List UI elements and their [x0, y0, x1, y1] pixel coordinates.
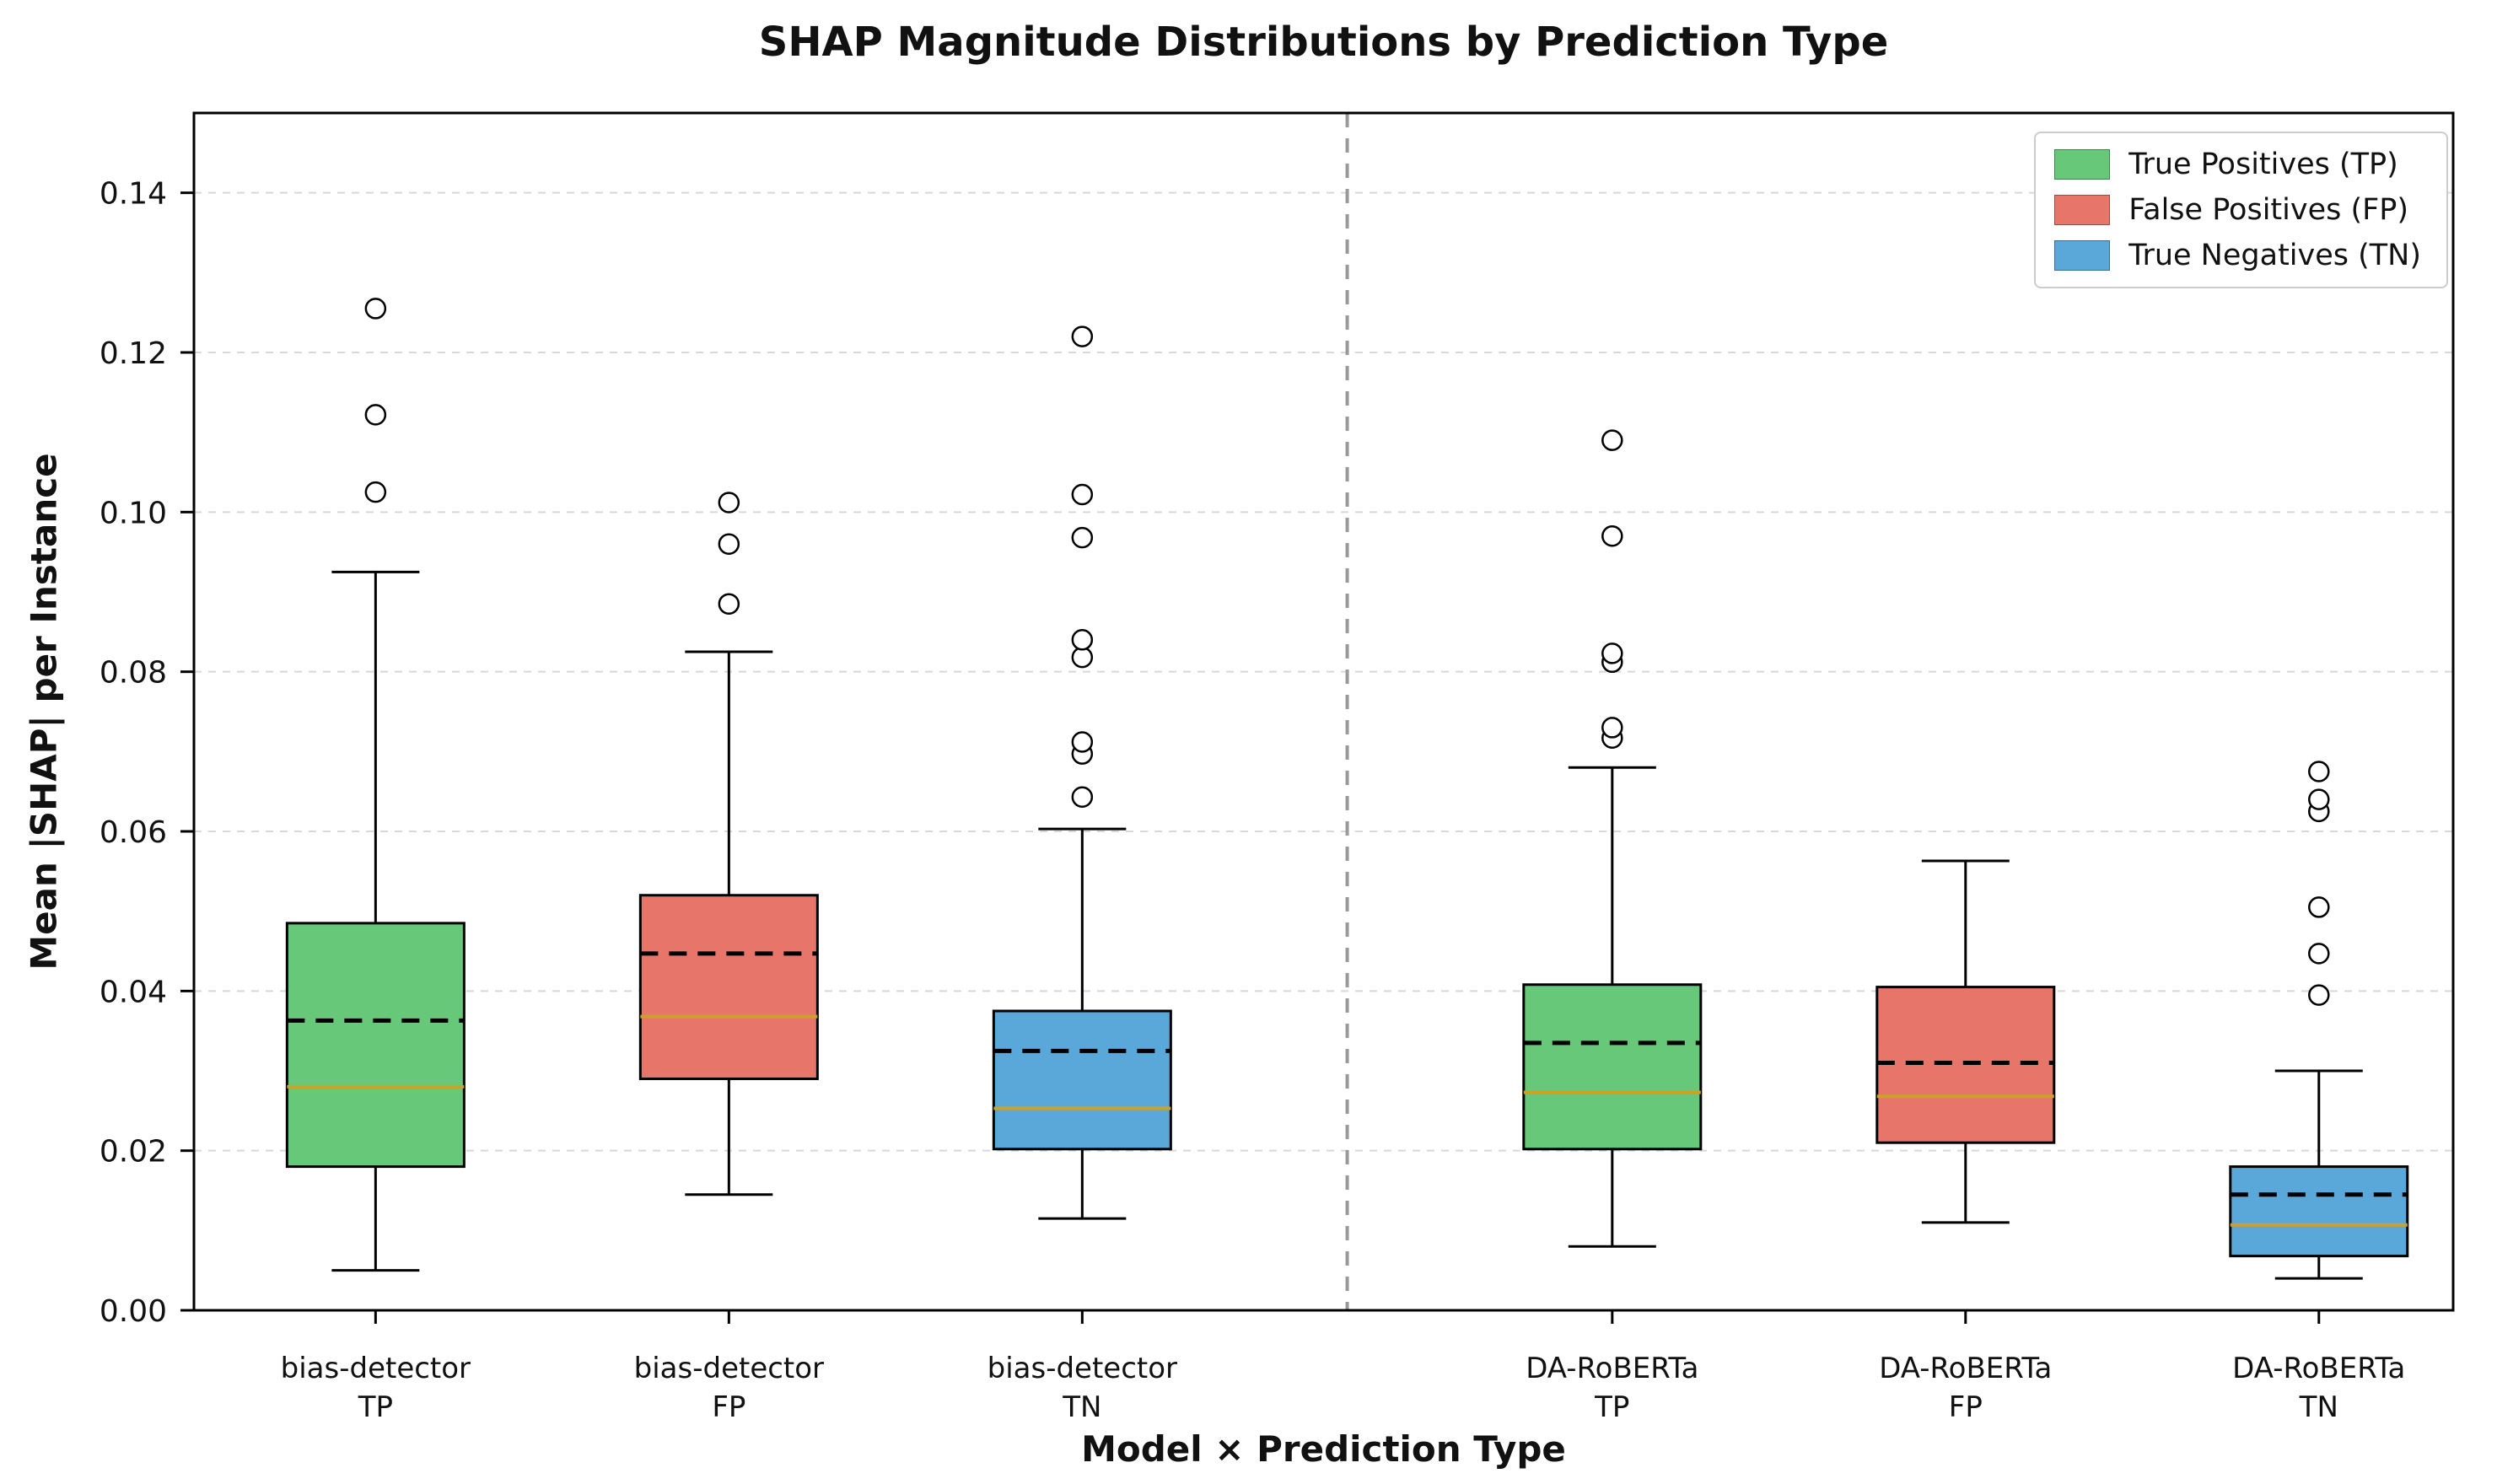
legend: True Positives (TP) False Positives (FP) T…: [2034, 132, 2448, 288]
chart-title: SHAP Magnitude Distributions by Predicti…: [758, 19, 1889, 66]
legend-swatch: [2054, 195, 2111, 225]
x-tick-label-predtype: TP: [358, 1390, 393, 1424]
outlier-point: [1601, 429, 1623, 451]
outlier-point: [1071, 629, 1094, 651]
outlier-point: [1071, 483, 1094, 506]
box-DA-RoBERTa-TN: DA-RoBERTa TN: [2229, 761, 2409, 1424]
outlier-point: [1071, 325, 1094, 347]
y-tick-label: 0.10: [100, 496, 167, 530]
box-DA-RoBERTa-TP: DA-RoBERTa TP: [1522, 429, 1703, 1424]
y-tick-label: 0.12: [100, 336, 167, 371]
box-rect: [992, 1009, 1172, 1151]
legend-swatch: [2054, 149, 2111, 180]
plot-frame: [192, 111, 2455, 1312]
outlier-point: [1601, 643, 1623, 664]
x-tick-label-model: bias-detector: [281, 1352, 471, 1385]
outlier-point: [2308, 788, 2330, 810]
x-tick-label-model: DA-RoBERTa: [1879, 1352, 2052, 1385]
outlier-point: [1071, 731, 1094, 753]
x-tick-label-model: bias-detector: [634, 1352, 824, 1385]
box-DA-RoBERTa-FP: DA-RoBERTa FP: [1875, 859, 2056, 1424]
x-tick-label-model: DA-RoBERTa: [2232, 1352, 2405, 1385]
outlier-point: [2308, 984, 2330, 1006]
outlier-point: [718, 593, 740, 615]
x-axis-label: Model × Prediction Type: [1081, 1428, 1566, 1470]
box-bias-detector-FP: bias-detector FP: [634, 492, 824, 1424]
legend-swatch: [2054, 240, 2111, 271]
outlier-point: [1601, 717, 1623, 739]
legend-item: False Positives (FP): [2054, 192, 2421, 228]
y-tick-label: 0.14: [100, 177, 167, 212]
box-rect: [285, 922, 465, 1169]
outlier-point: [2308, 761, 2330, 782]
y-tick-label: 0.00: [100, 1294, 167, 1329]
box-rect: [2229, 1165, 2409, 1258]
legend-item: True Positives (TP): [2054, 147, 2421, 182]
outlier-point: [2308, 943, 2330, 965]
x-tick-label-model: DA-RoBERTa: [1526, 1352, 1698, 1385]
outlier-point: [2308, 896, 2330, 918]
y-tick-label: 0.08: [100, 656, 167, 691]
outlier-point: [364, 404, 387, 426]
x-tick-label-model: bias-detector: [987, 1352, 1177, 1385]
x-tick-label-predtype: TP: [1594, 1390, 1629, 1424]
y-axis-ticks: 0.00 0.02 0.04 0.06 0.08 0.10 0.12 0.14: [100, 177, 194, 1329]
outlier-point: [1601, 524, 1623, 547]
outlier-point: [1071, 786, 1094, 809]
x-tick-label-predtype: TN: [2299, 1390, 2338, 1424]
legend-item: True Negatives (TN): [2054, 238, 2421, 273]
box-rect: [1522, 983, 1703, 1151]
outlier-point: [364, 481, 387, 503]
outlier-point: [1071, 526, 1094, 549]
y-tick-label: 0.06: [100, 815, 167, 850]
box-rect: [638, 894, 819, 1080]
outlier-point: [364, 298, 387, 320]
legend-label: True Negatives (TN): [2128, 239, 2421, 272]
outlier-point: [718, 492, 740, 513]
gridlines: [194, 191, 2453, 1311]
legend-label: False Positives (FP): [2128, 193, 2409, 227]
x-tick-label-predtype: FP: [1949, 1390, 1983, 1424]
box-bias-detector-TP: bias-detector TP: [281, 298, 471, 1424]
legend-label: True Positives (TP): [2128, 148, 2398, 181]
x-tick-label-predtype: TN: [1062, 1390, 1101, 1424]
outlier-point: [1071, 646, 1094, 669]
outlier-point: [718, 533, 740, 555]
box-bias-detector-TN: bias-detector TN: [987, 325, 1177, 1424]
y-tick-label: 0.04: [100, 975, 167, 1009]
y-tick-label: 0.02: [100, 1135, 167, 1169]
x-tick-label-predtype: FP: [712, 1390, 745, 1424]
